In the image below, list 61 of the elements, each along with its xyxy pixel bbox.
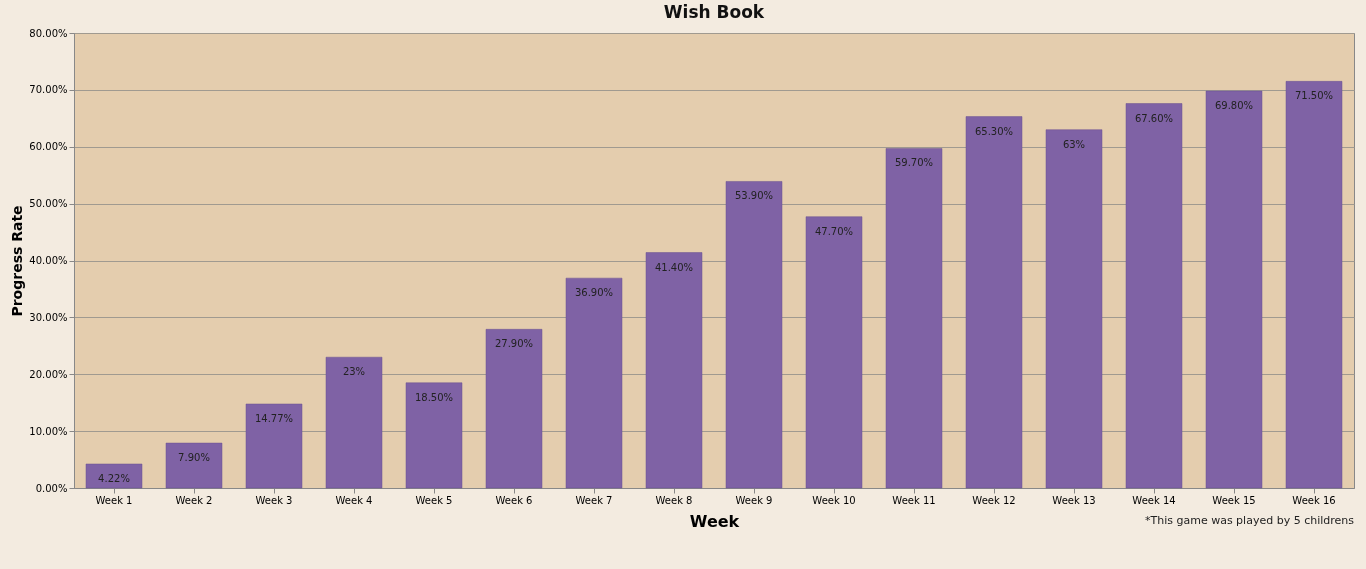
y-tick-label: 80.00%: [29, 27, 68, 39]
bar: [805, 216, 863, 489]
data-label: 47.70%: [814, 225, 854, 237]
x-axis-title: Week: [689, 511, 740, 531]
bar: [885, 148, 943, 489]
y-tick-label: 20.00%: [29, 368, 68, 380]
x-tick-label: Week 14: [1132, 494, 1176, 506]
data-label: 4.22%: [98, 473, 130, 484]
x-tick-label: Week 8: [655, 494, 693, 506]
x-tick-label: Week 16: [1292, 494, 1336, 506]
bar: [1045, 129, 1103, 489]
y-tick-label: 30.00%: [29, 311, 68, 323]
y-tick-label: 40.00%: [29, 255, 68, 266]
data-label: 41.40%: [654, 261, 694, 273]
x-tick-label: Week 9: [735, 494, 773, 506]
data-label: 18.50%: [414, 391, 454, 403]
y-tick-label: 60.00%: [29, 141, 68, 153]
y-tick-label: 0.00%: [35, 482, 68, 494]
data-label: 7.90%: [178, 452, 210, 464]
x-tick-label: Week 13: [1052, 494, 1096, 506]
y-tick-label: 70.00%: [29, 84, 68, 96]
y-tick-label: 50.00%: [29, 198, 68, 210]
bar: [965, 116, 1023, 489]
text: *This game was played by 5 childrens: [1144, 514, 1355, 527]
x-tick-label: Week 1: [95, 494, 133, 506]
bar: [85, 463, 143, 489]
data-label: 71.50%: [1294, 90, 1334, 102]
x-tick-label: Week 2: [175, 494, 213, 506]
x-tick-label: Week 3: [255, 494, 293, 506]
y-axis-title: Progress Rate: [9, 205, 26, 317]
chart-title: Wish Book: [663, 2, 765, 22]
x-tick-label: Week 15: [1212, 494, 1256, 506]
data-label: 27.90%: [494, 338, 534, 350]
data-label: 14.77%: [254, 413, 294, 424]
bar: [165, 442, 223, 489]
data-label: 63%: [1062, 138, 1086, 150]
y-tick-label: 10.00%: [29, 425, 68, 437]
x-tick-label: Week 11: [892, 494, 936, 506]
x-tick-label: Week 6: [495, 494, 533, 506]
data-label: 23%: [342, 366, 366, 378]
bar: [325, 356, 383, 489]
bar: [1205, 90, 1263, 489]
data-label: 36.90%: [574, 287, 614, 299]
bar: [485, 329, 543, 489]
data-label: 59.70%: [894, 157, 934, 169]
x-tick-label: Week 7: [575, 494, 613, 506]
data-label: 65.30%: [974, 125, 1014, 137]
bar: [245, 403, 303, 489]
data-label: 67.60%: [1134, 112, 1174, 124]
bar: [725, 181, 783, 489]
x-tick-label: Week 4: [335, 494, 373, 506]
x-tick-label: Week 12: [972, 494, 1016, 506]
bar: [565, 277, 623, 489]
bar: [405, 382, 463, 489]
bar: [645, 252, 703, 489]
data-label: 53.90%: [734, 190, 774, 202]
bar: [1285, 81, 1343, 489]
data-label: 69.80%: [1214, 100, 1254, 112]
x-tick-label: Week 10: [812, 494, 856, 506]
bar: [1125, 103, 1183, 489]
x-tick-label: Week 5: [415, 494, 453, 506]
